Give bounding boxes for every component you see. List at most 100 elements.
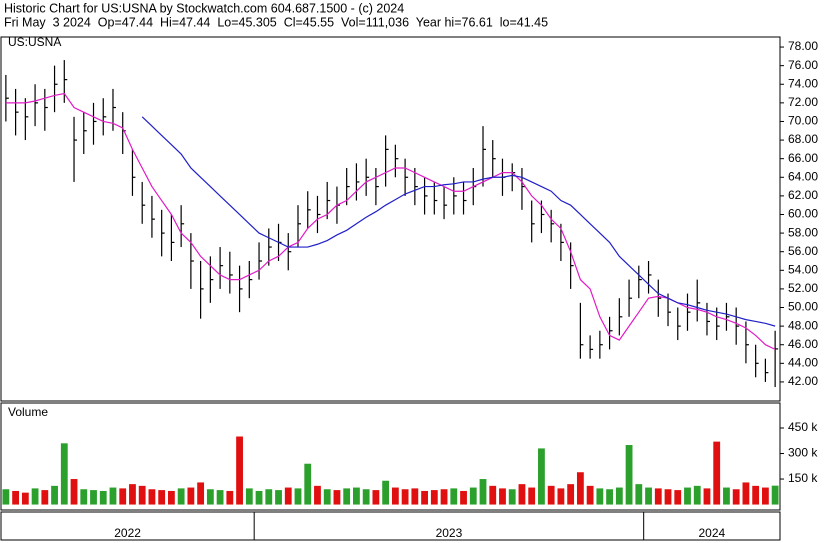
y-tick-label: 52.00 bbox=[788, 281, 818, 295]
volume-bar bbox=[255, 490, 263, 505]
y-tick-label: 44.00 bbox=[788, 355, 818, 369]
volume-bar bbox=[723, 487, 730, 505]
volume-bar bbox=[343, 488, 351, 505]
volume-bar bbox=[450, 488, 458, 505]
volume-bar bbox=[654, 488, 662, 505]
volume-bar bbox=[528, 487, 536, 505]
date-panel bbox=[0, 511, 781, 541]
volume-title: Volume bbox=[8, 405, 48, 419]
y-tick-label: 42.00 bbox=[788, 374, 818, 388]
volume-bar bbox=[469, 487, 477, 505]
volume-bar bbox=[596, 488, 604, 505]
volume-bar bbox=[557, 488, 565, 505]
volume-bar bbox=[742, 482, 750, 505]
volume-bar bbox=[284, 487, 292, 505]
volume-bar bbox=[586, 485, 594, 505]
volume-bar bbox=[2, 489, 10, 505]
volume-bar bbox=[518, 484, 526, 505]
volume-bar bbox=[12, 490, 20, 505]
volume-bar bbox=[323, 489, 331, 505]
volume-bar bbox=[206, 489, 214, 505]
y-tick-label: 58.00 bbox=[788, 225, 818, 239]
volume-bar bbox=[236, 436, 243, 505]
volume-bar bbox=[684, 487, 691, 505]
volume-bar bbox=[226, 490, 234, 505]
volume-bar bbox=[353, 487, 360, 505]
volume-bar bbox=[129, 484, 136, 505]
moving-average bbox=[141, 116, 776, 327]
volume-bar bbox=[304, 463, 312, 505]
volume-bar bbox=[615, 487, 623, 505]
volume-bar bbox=[294, 488, 302, 505]
symbol-label: US:USNA bbox=[8, 35, 61, 49]
y-tick-label: 48.00 bbox=[788, 318, 818, 332]
volume-bar bbox=[576, 472, 584, 505]
volume-bar bbox=[31, 488, 39, 505]
volume-bar bbox=[158, 490, 166, 505]
volume-bar bbox=[703, 488, 711, 505]
volume-panel bbox=[0, 402, 781, 511]
volume-bar bbox=[138, 485, 146, 505]
volume-bar bbox=[245, 488, 253, 505]
volume-bar bbox=[382, 480, 390, 505]
y-tick-label: 50.00 bbox=[788, 300, 818, 314]
volume-bar bbox=[333, 490, 341, 505]
y-tick-label: 150 k bbox=[788, 471, 818, 485]
volume-bar bbox=[80, 489, 88, 505]
y-tick-label: 68.00 bbox=[788, 132, 818, 146]
volume-bar bbox=[187, 487, 195, 505]
price-panel bbox=[0, 36, 781, 402]
volume-bar bbox=[674, 490, 682, 505]
volume-bar bbox=[70, 479, 78, 505]
y-tick-label: 78.00 bbox=[788, 39, 818, 53]
volume-bar bbox=[440, 489, 448, 505]
moving-average bbox=[5, 92, 776, 350]
y-tick-label: 76.00 bbox=[788, 58, 818, 72]
y-tick-label: 46.00 bbox=[788, 337, 818, 351]
y-tick-label: 56.00 bbox=[788, 244, 818, 258]
volume-bar bbox=[90, 490, 97, 505]
volume-bar bbox=[538, 448, 545, 505]
volume-bar bbox=[21, 492, 29, 505]
volume-bar bbox=[177, 488, 185, 505]
y-tick-label: 74.00 bbox=[788, 76, 818, 90]
volume-bar bbox=[119, 488, 127, 505]
volume-bar bbox=[99, 490, 107, 505]
x-tick-label: 2023 bbox=[436, 526, 463, 540]
x-tick-label: 2024 bbox=[698, 526, 725, 540]
y-tick-label: 300 k bbox=[788, 446, 818, 460]
y-tick-label: 72.00 bbox=[788, 95, 818, 109]
volume-bar bbox=[275, 490, 282, 505]
volume-bar bbox=[411, 488, 419, 505]
volume-bar bbox=[391, 487, 399, 505]
volume-bar bbox=[167, 490, 175, 505]
volume-bar bbox=[109, 487, 117, 505]
volume-bar bbox=[693, 485, 701, 505]
volume-bar bbox=[625, 445, 633, 505]
volume-bar bbox=[635, 484, 643, 505]
volume-bar bbox=[51, 485, 58, 505]
volume-bar bbox=[732, 489, 740, 505]
volume-bar bbox=[148, 489, 156, 505]
y-tick-label: 54.00 bbox=[788, 262, 818, 276]
y-tick-label: 70.00 bbox=[788, 114, 818, 128]
y-tick-label: 66.00 bbox=[788, 151, 818, 165]
volume-bar bbox=[314, 485, 321, 505]
volume-bar bbox=[489, 485, 497, 505]
volume-bar bbox=[664, 489, 672, 505]
volume-bar bbox=[771, 485, 779, 505]
y-tick-label: 62.00 bbox=[788, 188, 818, 202]
chart-subtitle: Fri May 3 2024 Op=47.44 Hi=47.44 Lo=45.3… bbox=[4, 15, 548, 29]
volume-bar bbox=[460, 490, 467, 505]
volume-bar bbox=[547, 485, 555, 505]
volume-bar bbox=[508, 489, 516, 505]
volume-bar bbox=[401, 489, 409, 505]
y-tick-label: 60.00 bbox=[788, 207, 818, 221]
volume-bar bbox=[761, 487, 769, 505]
x-tick-label: 2022 bbox=[114, 526, 141, 540]
volume-bar bbox=[713, 441, 721, 505]
volume-bar bbox=[41, 490, 49, 505]
volume-bar bbox=[567, 484, 575, 505]
